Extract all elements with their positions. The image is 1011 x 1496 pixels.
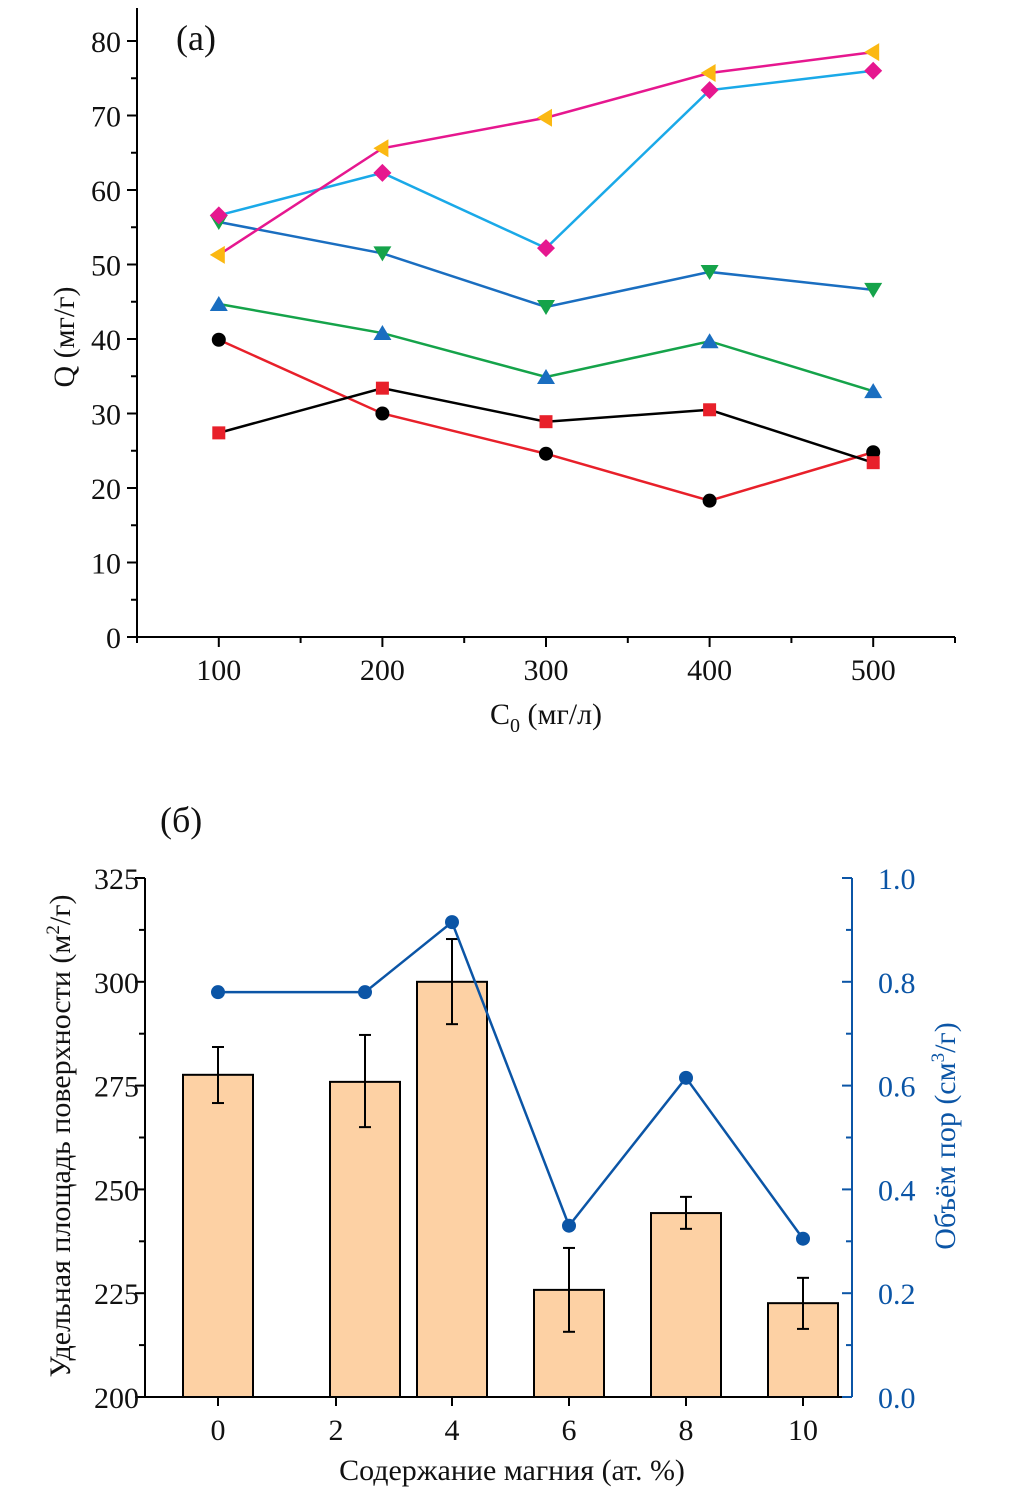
y-tick-label-a: 10	[91, 548, 121, 581]
y-axis-title-a: Q (мг/г)	[48, 286, 81, 387]
x-tick-label-b: 10	[788, 1414, 818, 1447]
x-tick-label-b: 6	[562, 1414, 577, 1447]
series-6-marker-triangle-left	[700, 64, 716, 83]
x-tick-label-b: 8	[679, 1414, 694, 1447]
x-tick-label-a: 100	[196, 654, 241, 687]
y-tick-label-a: 50	[91, 250, 121, 283]
pore-volume-point-0	[211, 985, 225, 1000]
y2-tick-label-b: 1.0	[878, 863, 916, 896]
series-3-marker-triangle-up	[864, 383, 883, 399]
x-axis-title-b: Содержание магния (ат. %)	[339, 1454, 685, 1487]
series-1-marker-circle	[375, 406, 390, 421]
error-bars-b	[212, 938, 809, 1333]
y-tick-label-a: 30	[91, 399, 121, 432]
series-2-marker-square	[703, 403, 717, 417]
series-6-marker-triangle-left	[864, 43, 880, 62]
x-tick-label-a: 500	[851, 654, 896, 687]
bar-10	[767, 1302, 839, 1398]
axes-a: 0 10 20 30 40 50 60 70 80 100 200 300 400 500	[91, 8, 956, 687]
series-5-marker-diamond	[209, 206, 228, 225]
pore-volume-point-10	[796, 1231, 810, 1246]
series-2-marker-square	[375, 381, 389, 395]
y-tick-label-a: 80	[91, 26, 121, 59]
bar-6	[533, 1288, 605, 1399]
y-tick-label-a: 60	[91, 175, 121, 208]
y-tick-label-b: 275	[94, 1071, 139, 1104]
pore-volume-line	[218, 920, 805, 1240]
x-axis-title-main: C	[490, 698, 510, 731]
series-2-marker-square	[539, 415, 553, 429]
y-tick-label-b: 300	[94, 967, 139, 1000]
bar-0	[182, 1073, 254, 1398]
y2-tick-label-b: 0.0	[878, 1382, 916, 1415]
x-tick-label-b: 0	[211, 1414, 226, 1447]
series-5-marker-diamond	[700, 81, 719, 100]
x-axis-title-units: (мг/л)	[520, 698, 602, 731]
x-axis-title-sub: 0	[510, 715, 520, 737]
series-1-marker-circle	[702, 493, 717, 508]
series-5-line	[218, 69, 874, 250]
series-2-marker-square	[866, 456, 880, 470]
y-tick-label-b: 225	[94, 1278, 139, 1311]
y-axis-title-b-sup: 2	[43, 925, 64, 935]
bar-2	[329, 1080, 401, 1398]
x-tick-label-a: 400	[687, 654, 732, 687]
series-6-marker-triangle-left	[537, 108, 552, 127]
y-tick-label-a: 40	[91, 324, 121, 357]
series-1-marker-circle	[211, 332, 226, 347]
y2-tick-label-b: 0.4	[878, 1174, 916, 1207]
y2-axis-title-b: Объём пор (см3/г)	[928, 1022, 962, 1249]
y2-axis-title-b-sup: 3	[928, 1053, 949, 1063]
y-tick-label-b: 200	[94, 1382, 139, 1415]
y2-tick-label-b: 0.8	[878, 967, 916, 1000]
y-axis-title-b-main: Удельная площадь поверхности (м	[44, 935, 77, 1378]
pore-volume-point-6	[562, 1218, 576, 1233]
series-5-marker-diamond	[537, 239, 555, 258]
series-3-marker-triangle-up	[209, 295, 228, 311]
series-3-marker-triangle-up	[700, 333, 719, 349]
y2-axis-title-b-end: /г)	[929, 1022, 962, 1053]
pore-volume-series	[211, 915, 810, 1246]
y-tick-label-b: 250	[94, 1174, 139, 1207]
x-tick-label-b: 4	[445, 1414, 460, 1447]
x-tick-label-a: 200	[360, 654, 405, 687]
series-3-marker-triangle-up	[373, 325, 392, 341]
series-6-marker-triangle-left	[373, 139, 389, 158]
pore-volume-point-4	[445, 915, 459, 930]
series-markers-a	[209, 43, 883, 508]
y2-axis-title-b-main: Объём пор (см	[929, 1062, 962, 1249]
y-tick-label-a: 20	[91, 473, 121, 506]
x-axis-title-a: C0 (мг/л)	[490, 698, 602, 737]
x-tick-label-b: 2	[329, 1414, 344, 1447]
pore-volume-point-2	[358, 985, 372, 1000]
y-tick-label-a: 70	[91, 101, 121, 134]
series-4-line	[218, 220, 874, 309]
series-4-marker-triangle-down	[537, 299, 555, 315]
series-2-marker-square	[212, 426, 226, 440]
series-5-marker-diamond	[373, 163, 392, 182]
series-1-marker-circle	[539, 446, 553, 461]
series-1-marker-circle	[866, 445, 881, 460]
series-6-marker-triangle-left	[209, 245, 225, 264]
axes-b: 200 225 250 275 300 325 0.0 0.2 0.4 0.6 0.8 1.0 0 2 4 6…	[94, 863, 916, 1447]
panel-label-a: (a)	[176, 18, 216, 58]
y-axis-title-b-end: /г)	[44, 894, 77, 925]
x-tick-label-a: 300	[524, 654, 569, 687]
series-4-marker-triangle-down	[373, 246, 392, 262]
panel-label-b: (б)	[160, 800, 202, 840]
chart-a: 0 10 20 30 40 50 60 70 80 100 200 300 400 500 (a) Q (…	[48, 8, 956, 737]
bars-b	[182, 980, 839, 1399]
series-4-marker-triangle-down	[700, 264, 719, 280]
bar-4	[416, 980, 488, 1398]
series-4-marker-triangle-down	[864, 282, 883, 298]
y-tick-label-b: 325	[94, 863, 139, 896]
pore-volume-point-8	[679, 1070, 693, 1085]
y-tick-label-a: 0	[106, 622, 121, 655]
series-5-marker-diamond	[864, 61, 883, 80]
y-axis-title-b: Удельная площадь поверхности (м2/г)	[43, 894, 77, 1377]
y2-tick-label-b: 0.2	[878, 1278, 916, 1311]
series-3-marker-triangle-up	[537, 368, 555, 384]
bar-8	[650, 1212, 722, 1398]
y2-tick-label-b: 0.6	[878, 1071, 916, 1104]
